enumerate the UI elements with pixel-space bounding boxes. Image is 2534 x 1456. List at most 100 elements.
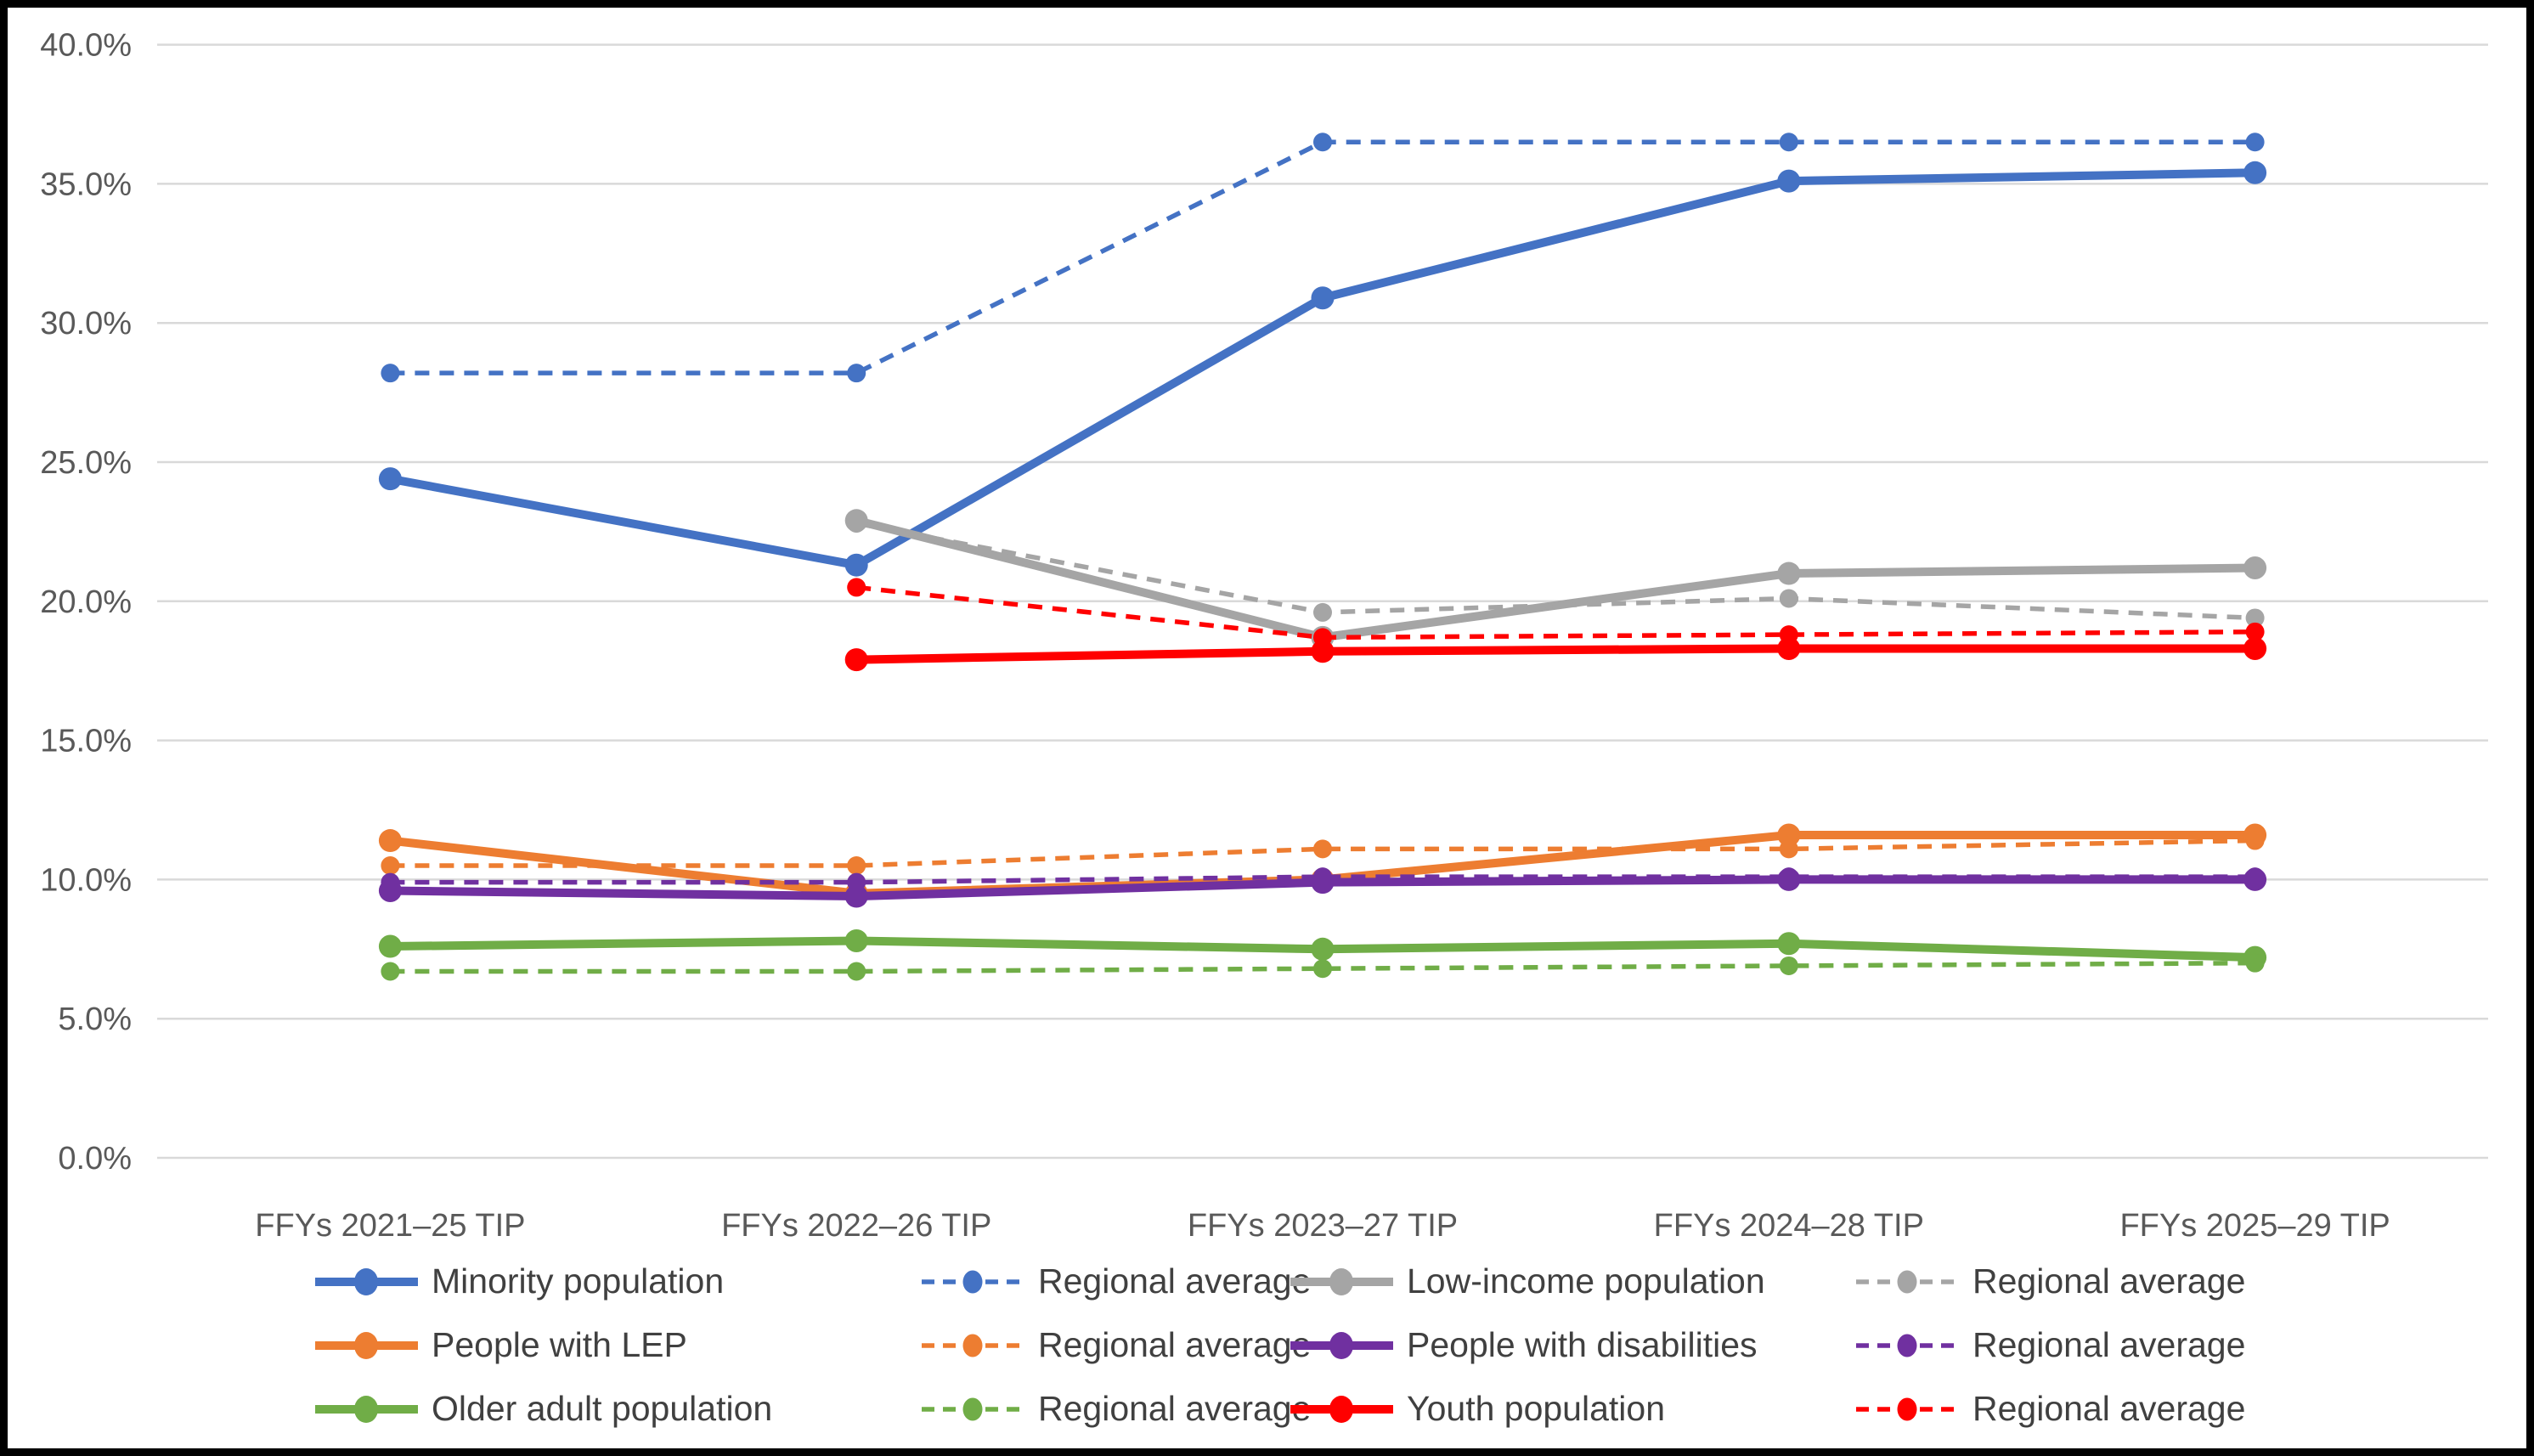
legend-item-regional-average: Regional average bbox=[1854, 1261, 2296, 1301]
data-point-marker bbox=[2243, 556, 2267, 579]
legend-swatch bbox=[1290, 1331, 1393, 1359]
y-tick-label: 35.0% bbox=[40, 166, 132, 202]
data-point-marker bbox=[1777, 562, 1801, 585]
y-tick-label: 25.0% bbox=[40, 445, 132, 481]
legend-swatch bbox=[922, 1397, 1024, 1420]
data-point-marker bbox=[381, 364, 400, 383]
data-point-marker bbox=[381, 856, 400, 876]
legend-label: Regional average bbox=[1972, 1389, 2246, 1428]
data-point-marker bbox=[844, 928, 868, 952]
data-point-marker bbox=[1777, 636, 1801, 660]
line-chart-canvas: 0.0% 5.0% 10.0% 15.0% 20.0% 25.0% 30.0% 35.0% 40… bbox=[40, 28, 2488, 1244]
y-tick-label: 20.0% bbox=[40, 584, 132, 620]
data-point-marker bbox=[1777, 823, 1801, 847]
data-point-marker bbox=[844, 884, 868, 908]
data-point-marker bbox=[1313, 602, 1332, 622]
data-point-marker bbox=[378, 829, 402, 853]
data-point-marker bbox=[2245, 622, 2265, 641]
data-point-marker bbox=[1311, 640, 1335, 663]
y-tick-label: 0.0% bbox=[58, 1141, 132, 1177]
legend-item-youth-population: Youth population bbox=[1289, 1389, 1854, 1429]
legend-swatch bbox=[1290, 1395, 1393, 1423]
series-line bbox=[856, 644, 2255, 664]
data-point-marker bbox=[381, 872, 400, 892]
legend-label: Regional average bbox=[1038, 1261, 1312, 1301]
y-tick-label: 30.0% bbox=[40, 306, 132, 341]
data-point-marker bbox=[1311, 286, 1335, 310]
data-point-marker bbox=[1779, 589, 1798, 608]
y-tick-label: 10.0% bbox=[40, 862, 132, 898]
data-point-marker bbox=[1311, 937, 1335, 961]
legend-item-regional-average: Regional average bbox=[920, 1261, 1311, 1301]
legend-item-low-income-population: Low-income population bbox=[1289, 1261, 1854, 1301]
legend-item-older-adult-population: Older adult population bbox=[313, 1389, 920, 1429]
series-line bbox=[390, 874, 2255, 885]
legend-item-people-with-lep: People with LEP bbox=[313, 1325, 920, 1365]
data-point-marker bbox=[1313, 867, 1332, 887]
data-point-marker bbox=[847, 872, 866, 892]
legend-label: People with LEP bbox=[432, 1325, 687, 1364]
legend-label: People with disabilities bbox=[1407, 1325, 1758, 1364]
legend-label: Low-income population bbox=[1407, 1261, 1765, 1301]
data-point-marker bbox=[1777, 169, 1801, 193]
data-point-marker bbox=[378, 934, 402, 958]
data-point-marker bbox=[2245, 867, 2265, 887]
legend-swatch bbox=[315, 1331, 418, 1359]
data-point-marker bbox=[844, 553, 868, 577]
legend-swatch bbox=[1290, 1267, 1393, 1295]
data-point-marker bbox=[2245, 953, 2265, 973]
data-point-marker bbox=[2243, 161, 2267, 184]
data-point-marker bbox=[1313, 839, 1332, 859]
data-point-marker bbox=[1313, 959, 1332, 979]
data-point-marker bbox=[1313, 133, 1332, 152]
x-tick-label: FFYs 2024–28 TIP bbox=[1654, 1208, 1924, 1244]
legend-label: Youth population bbox=[1407, 1389, 1665, 1428]
series-line bbox=[390, 838, 2255, 868]
legend-label: Regional average bbox=[1038, 1325, 1312, 1364]
data-point-marker bbox=[1779, 625, 1798, 645]
data-point-marker bbox=[381, 962, 400, 981]
data-point-marker bbox=[847, 364, 866, 383]
legend-label: Minority population bbox=[432, 1261, 725, 1301]
legend-item-regional-average: Regional average bbox=[1854, 1389, 2296, 1429]
legend-item-minority-population: Minority population bbox=[313, 1261, 920, 1301]
data-point-marker bbox=[378, 467, 402, 491]
legend-label: Older adult population bbox=[432, 1389, 773, 1428]
legend-item-regional-average: Regional average bbox=[1854, 1325, 2296, 1365]
data-point-marker bbox=[1777, 932, 1801, 956]
y-tick-label: 5.0% bbox=[58, 1002, 132, 1037]
y-tick-label: 40.0% bbox=[40, 28, 132, 64]
data-point-marker bbox=[2243, 636, 2267, 660]
x-tick-label: FFYs 2023–27 TIP bbox=[1188, 1208, 1458, 1244]
data-point-marker bbox=[1779, 956, 1798, 975]
data-point-marker bbox=[1779, 133, 1798, 152]
legend-label: Regional average bbox=[1972, 1261, 2246, 1301]
legend-swatch bbox=[922, 1270, 1024, 1293]
legend-label: Regional average bbox=[1972, 1325, 2246, 1364]
legend-label: Regional average bbox=[1038, 1389, 1312, 1428]
series-line bbox=[855, 516, 2255, 642]
legend-swatch bbox=[922, 1334, 1024, 1357]
legend-swatch bbox=[315, 1267, 418, 1295]
legend-swatch bbox=[1856, 1397, 1959, 1420]
legend-item-people-with-disabilities: People with disabilities bbox=[1289, 1325, 1854, 1365]
data-point-marker bbox=[847, 578, 866, 597]
legend-item-regional-average: Regional average bbox=[920, 1389, 1311, 1429]
data-point-marker bbox=[1779, 867, 1798, 887]
legend-swatch bbox=[315, 1395, 418, 1423]
data-point-marker bbox=[847, 962, 866, 981]
y-tick-label: 15.0% bbox=[40, 724, 132, 759]
data-point-marker bbox=[1313, 628, 1332, 647]
legend-item-regional-average: Regional average bbox=[920, 1325, 1311, 1365]
data-point-marker bbox=[1779, 839, 1798, 859]
series-line bbox=[855, 584, 2255, 641]
data-point-marker bbox=[847, 514, 866, 533]
data-point-marker bbox=[2245, 608, 2265, 628]
legend-swatch bbox=[1856, 1270, 1959, 1293]
x-tick-label: FFYs 2021–25 TIP bbox=[255, 1208, 525, 1244]
data-point-marker bbox=[2245, 831, 2265, 850]
series-line bbox=[389, 168, 2255, 570]
x-tick-label: FFYs 2022–26 TIP bbox=[721, 1208, 991, 1244]
x-tick-label: FFYs 2025–29 TIP bbox=[2119, 1208, 2390, 1244]
